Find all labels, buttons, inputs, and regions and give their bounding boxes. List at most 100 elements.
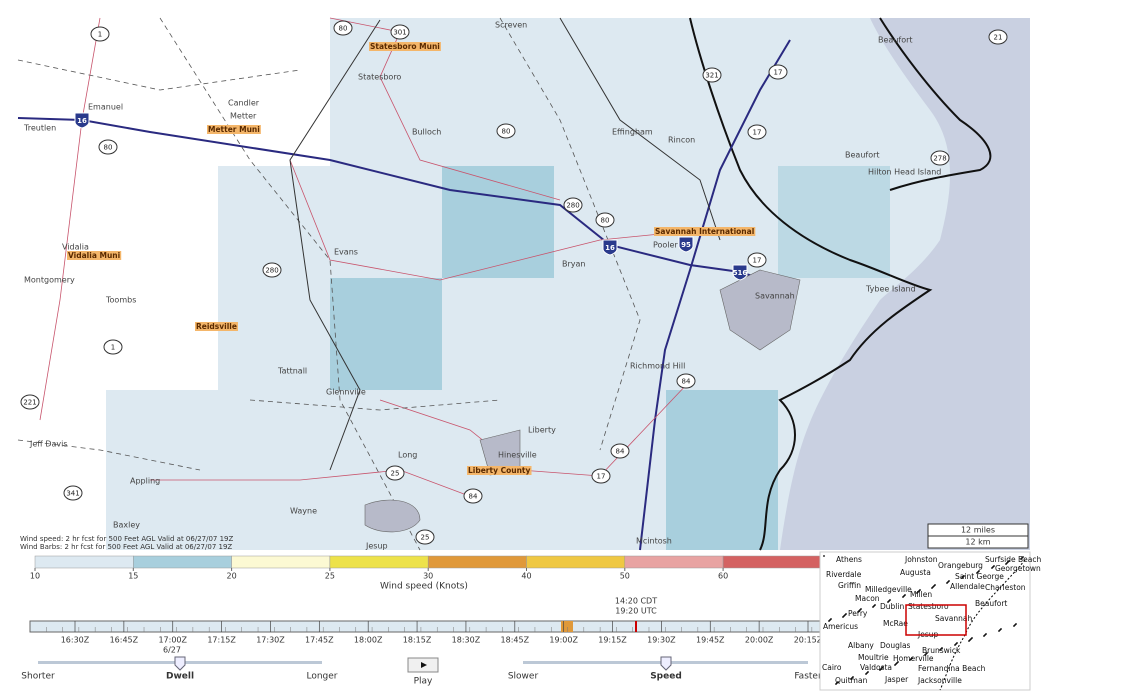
- place-label: Treutlen: [23, 124, 56, 133]
- inset-dot: [976, 572, 978, 574]
- interstate-road: [639, 39, 791, 551]
- inset-dot: [983, 635, 985, 637]
- airport-label-bg: [195, 322, 238, 331]
- inset-dot: [968, 640, 970, 642]
- airport-label: Reidsville: [196, 322, 237, 331]
- route-shield: [415, 529, 435, 545]
- route-label: 21: [994, 34, 1003, 42]
- timeline-tick-label: 20:00Z: [745, 636, 774, 645]
- route-label: 17: [753, 129, 762, 137]
- legend-swatch: [133, 555, 232, 569]
- interstate-label: 16: [77, 117, 87, 125]
- interstate-road: [17, 117, 781, 286]
- inset-dot: [828, 620, 830, 622]
- speed-max: Faster: [794, 672, 822, 682]
- route-label: 280: [265, 267, 278, 275]
- inset-city: Riverdale: [826, 570, 862, 579]
- inset-dot: [894, 664, 896, 666]
- airport-label: Statesboro Muni: [370, 42, 440, 51]
- interstate-shield: [602, 239, 618, 256]
- inset-dot: [879, 669, 881, 671]
- wind-cell: [778, 166, 890, 278]
- route-label: 80: [339, 25, 348, 33]
- inset-dot: [865, 673, 867, 675]
- place-label: Glennville: [326, 388, 366, 397]
- route-shield: [930, 150, 950, 166]
- place-label: Montgomery: [24, 276, 75, 285]
- route-label: 25: [391, 470, 400, 478]
- inset-dot: [872, 606, 874, 608]
- timeline-tick-label: 19:30Z: [647, 636, 676, 645]
- place-label: Hilton Head Island: [868, 168, 941, 177]
- airport-label-bg: [67, 251, 122, 260]
- speed-thumb[interactable]: [660, 656, 672, 671]
- route-label: 84: [469, 493, 478, 501]
- inset-city: McRae: [883, 619, 908, 628]
- inset-map: Athens Johnston Surfside Beach Riverdale Aug…: [819, 551, 1041, 691]
- inset-city: Millen: [910, 590, 932, 599]
- route-label: 280: [566, 202, 579, 210]
- wind-cell: [666, 390, 778, 550]
- place-label: Evans: [334, 248, 358, 257]
- place-label: Tattnall: [277, 367, 307, 376]
- legend-tick-label: 30: [423, 572, 433, 581]
- inset-city: Jasper: [884, 675, 909, 684]
- inset-city: Athens: [836, 555, 862, 564]
- route-shield: [385, 465, 405, 481]
- inset-city: Perry: [848, 609, 868, 618]
- inset-city: Quitman: [835, 676, 868, 685]
- timeline-bar[interactable]: [29, 620, 829, 633]
- inset-city: Orangeburg: [938, 561, 983, 570]
- airport-label: Savannah International: [655, 227, 754, 236]
- timeline-tick-label: 18:30Z: [452, 636, 481, 645]
- route-shield: [747, 124, 767, 140]
- scale-label: 12 miles: [961, 526, 995, 535]
- place-label: Jeff Davis: [29, 440, 68, 449]
- ocean: [780, 18, 1030, 550]
- inset-dot: [1013, 625, 1015, 627]
- legend-tick-label: 15: [128, 572, 138, 581]
- inset-city: Brunswick: [922, 646, 961, 655]
- inset-dot: [961, 577, 963, 579]
- inset-city: Homerville: [893, 654, 934, 663]
- place-label: Pooler: [653, 241, 678, 250]
- inset-city: Savannah: [935, 614, 972, 623]
- route-shield: [988, 29, 1008, 45]
- timeline-tick-label: 17:45Z: [305, 636, 334, 645]
- caption: Wind Barbs: 2 hr fcst for 500 Feet AGL V…: [20, 543, 232, 551]
- place-label: Mcintosh: [636, 537, 672, 546]
- inset-dot: [931, 587, 933, 589]
- dwell-max: Longer: [306, 672, 337, 682]
- timeline: 14:20 CDT 19:20 UTC 6/27 16:30Z 16:45Z 17:…: [29, 597, 829, 655]
- legend-tick-label: 20: [227, 572, 237, 581]
- inset-dot: [991, 567, 993, 569]
- airport-label: Liberty County: [468, 466, 531, 475]
- dwell-thumb[interactable]: [174, 656, 186, 671]
- route-shield: [591, 468, 611, 484]
- inset-viewport[interactable]: [905, 604, 967, 636]
- inset-city: Georgetown: [995, 564, 1041, 573]
- legend-tick-label: 50: [620, 572, 630, 581]
- inset-city: Augusta: [900, 568, 931, 577]
- inset-dot: [924, 654, 926, 656]
- inset-city: Beaufort: [975, 599, 1007, 608]
- local-time: 14:20 CDT: [615, 597, 657, 606]
- route-label: 17: [753, 257, 762, 265]
- place-label: Beaufort: [845, 151, 880, 160]
- timeline-tick-label: 16:45Z: [110, 636, 139, 645]
- place-label: Vidalia: [62, 243, 89, 252]
- dwell-min: Shorter: [21, 672, 55, 682]
- inset-dot: [909, 659, 911, 661]
- timeline-tick-label: 20:15Z: [794, 636, 823, 645]
- caption: Wind speed: 2 hr fcst for 500 Feet AGL V…: [20, 535, 233, 543]
- route-shield: [20, 394, 40, 410]
- inset-dot: [916, 592, 918, 594]
- place-label: Hinesville: [498, 451, 537, 460]
- scale-label: 12 km: [965, 538, 990, 547]
- inset-city: Albany: [848, 641, 874, 650]
- airport-label: Vidalia Muni: [68, 251, 120, 260]
- wind-cell: [442, 166, 554, 278]
- route-label: 80: [104, 144, 113, 152]
- inset-city: Douglas: [880, 641, 911, 650]
